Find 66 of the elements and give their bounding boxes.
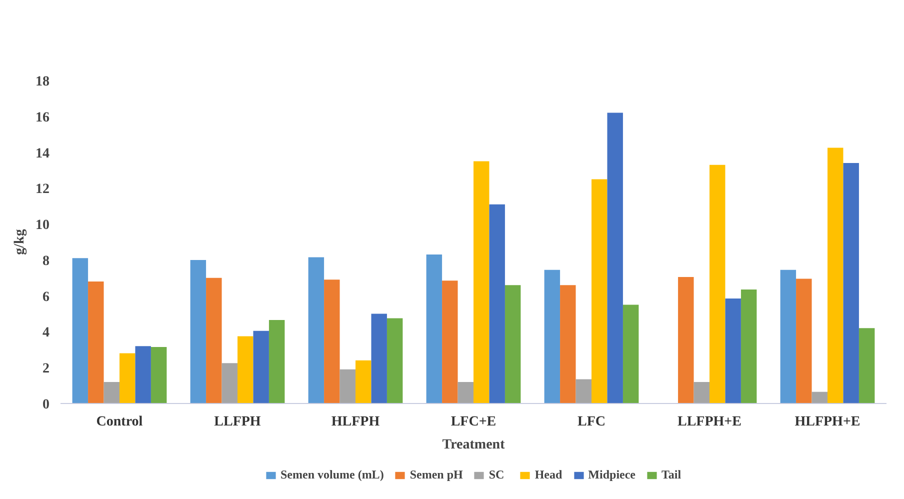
bar bbox=[206, 278, 222, 404]
bar bbox=[489, 204, 505, 404]
y-tick-label: 12 bbox=[36, 182, 50, 198]
legend-label: Midpiece bbox=[588, 468, 636, 482]
bar bbox=[725, 298, 741, 404]
y-tick-label: 6 bbox=[42, 290, 50, 305]
x-axis-title: Treatment bbox=[442, 438, 506, 452]
bar bbox=[386, 318, 403, 404]
legend-label: SC bbox=[488, 468, 506, 482]
bar bbox=[592, 179, 608, 404]
bar bbox=[120, 353, 136, 404]
bar bbox=[622, 304, 639, 404]
legend-label: Tail bbox=[662, 468, 682, 482]
bar bbox=[458, 382, 474, 404]
bar bbox=[828, 148, 844, 404]
y-tick-label: 18 bbox=[36, 74, 50, 90]
y-tick-label: 10 bbox=[36, 218, 50, 234]
bar bbox=[710, 164, 726, 404]
bar bbox=[560, 285, 576, 404]
bar bbox=[104, 382, 120, 404]
bar bbox=[253, 330, 269, 404]
y-tick-label: 16 bbox=[36, 110, 50, 126]
bar bbox=[843, 163, 859, 404]
y-tick-label: 8 bbox=[42, 254, 50, 269]
bar bbox=[190, 260, 206, 404]
legend-label: Head bbox=[534, 468, 562, 482]
x-tick-label: LFC+E bbox=[450, 414, 496, 430]
bar bbox=[812, 392, 828, 404]
bar bbox=[88, 281, 104, 404]
legend-label: Semen volume (mL) bbox=[280, 468, 384, 482]
bar bbox=[607, 112, 623, 404]
bar bbox=[222, 363, 238, 404]
y-tick-label: 2 bbox=[42, 362, 50, 377]
x-tick-label: HLFPH+E bbox=[794, 414, 860, 430]
y-tick-label: 4 bbox=[42, 326, 50, 341]
bar bbox=[340, 369, 356, 404]
x-tick-label: HLFPH bbox=[331, 414, 380, 430]
bar bbox=[442, 280, 458, 404]
bar bbox=[426, 254, 442, 404]
x-tick-label: LLFPH bbox=[214, 414, 261, 430]
bar bbox=[308, 257, 324, 404]
x-tick-label: LLFPH+E bbox=[678, 414, 742, 430]
bar bbox=[796, 278, 812, 404]
bar bbox=[150, 346, 167, 404]
bar bbox=[72, 258, 88, 404]
bar bbox=[474, 161, 490, 404]
y-axis-title: g/kg bbox=[12, 229, 28, 255]
y-tick-label: 14 bbox=[36, 146, 50, 162]
bar bbox=[324, 280, 340, 404]
bar bbox=[576, 379, 592, 404]
bar bbox=[694, 382, 710, 404]
bar bbox=[238, 336, 254, 404]
x-tick-label: LFC bbox=[578, 414, 606, 430]
bar bbox=[371, 314, 387, 404]
bar bbox=[135, 346, 151, 404]
bar bbox=[544, 270, 560, 404]
bar bbox=[504, 285, 521, 404]
x-tick-label: Control bbox=[96, 414, 143, 430]
bar bbox=[780, 270, 796, 404]
bar bbox=[268, 320, 285, 404]
bar bbox=[740, 290, 757, 404]
bar bbox=[678, 276, 694, 404]
bar bbox=[356, 360, 372, 404]
bar bbox=[858, 328, 875, 404]
y-tick-label: 0 bbox=[42, 398, 50, 412]
legend-label: Semen pH bbox=[410, 468, 463, 482]
